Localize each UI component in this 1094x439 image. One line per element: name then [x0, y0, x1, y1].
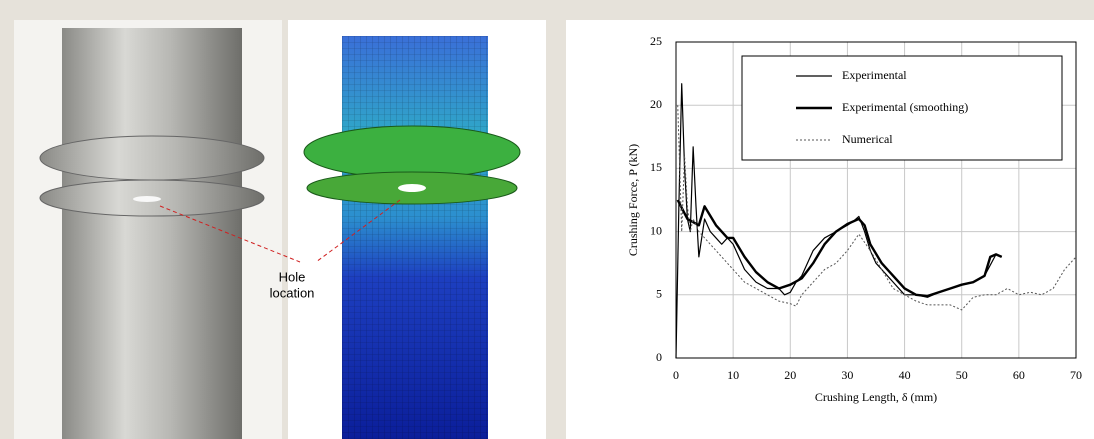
fe-fold [304, 126, 520, 178]
x-tick-label: 50 [956, 368, 968, 382]
legend-label: Experimental (smoothing) [842, 100, 968, 114]
y-tick-label: 10 [650, 223, 662, 237]
x-tick-label: 70 [1070, 368, 1082, 382]
annotation: location [270, 285, 315, 300]
y-tick-label: 5 [656, 287, 662, 301]
x-tick-label: 20 [784, 368, 796, 382]
tube-photo [62, 28, 242, 439]
y-tick-label: 0 [656, 350, 662, 364]
y-tick-label: 20 [650, 97, 662, 111]
annotation: Hole [279, 269, 306, 284]
legend-label: Numerical [842, 132, 893, 146]
page: Hole location 0 5 10 15 20 25 0 10 20 30 40 50 60 70 C… [0, 0, 1094, 439]
fold [40, 136, 264, 180]
x-tick-label: 40 [899, 368, 911, 382]
x-tick-label: 0 [673, 368, 679, 382]
y-tick-label: 25 [650, 34, 662, 48]
hole [398, 184, 426, 192]
y-tick-label: 15 [650, 160, 662, 174]
figure: Hole location 0 5 10 15 20 25 0 10 20 30 40 50 60 70 C… [0, 0, 1094, 439]
legend-label: Experimental [842, 68, 907, 82]
x-tick-label: 30 [841, 368, 853, 382]
hole [133, 196, 161, 202]
y-axis-label: Crushing Force, P (kN) [626, 144, 640, 256]
fe-mesh [342, 36, 488, 439]
x-axis-label: Crushing Length, δ (mm) [815, 390, 937, 404]
x-tick-label: 60 [1013, 368, 1025, 382]
x-tick-label: 10 [727, 368, 739, 382]
